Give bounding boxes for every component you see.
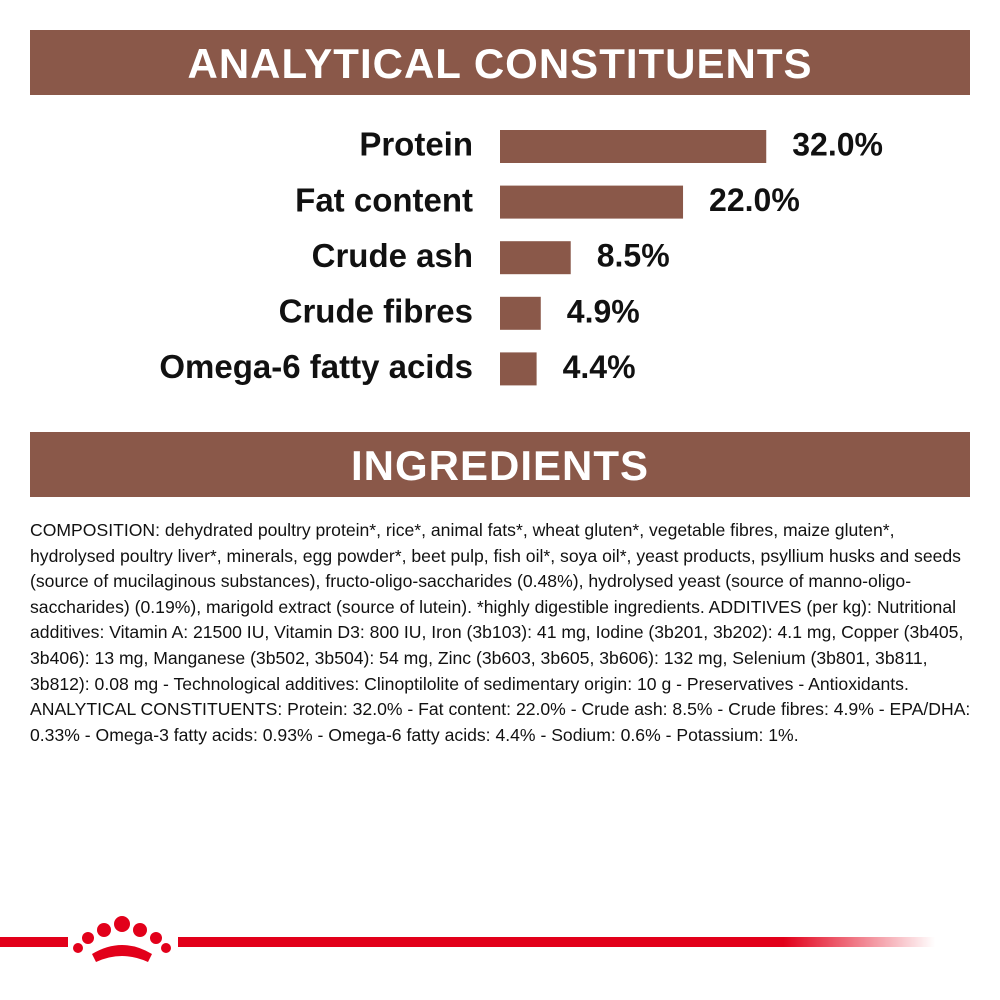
value-label: 4.9%	[567, 293, 640, 329]
category-label: Fat content	[295, 181, 473, 218]
ingredients-text: COMPOSITION: dehydrated poultry protein*…	[30, 520, 971, 745]
bar	[500, 296, 541, 330]
brand-line	[0, 937, 68, 947]
chart: Protein 32.0% Fat content 22.0% Crude ash 8.5…	[159, 126, 883, 386]
bar	[500, 130, 767, 163]
category-label: Crude fibres	[279, 293, 473, 330]
value-label: 22.0%	[709, 182, 800, 218]
footer-brand	[0, 916, 935, 962]
value-label: 4.4%	[563, 349, 636, 385]
category-label: Crude ash	[312, 237, 473, 274]
value-label: 32.0%	[792, 126, 883, 162]
category-label: Protein	[359, 126, 473, 163]
category-label: Omega-6 fatty acids	[159, 348, 473, 385]
section-header: INGREDIENTS	[30, 432, 970, 497]
crown-logo	[73, 916, 171, 962]
brand-line	[178, 937, 935, 947]
value-label: 8.5%	[597, 238, 670, 274]
bar	[500, 241, 571, 275]
bar	[500, 185, 684, 219]
section-header: ANALYTICAL CONSTITUENTS	[30, 30, 970, 95]
bar	[500, 352, 537, 386]
